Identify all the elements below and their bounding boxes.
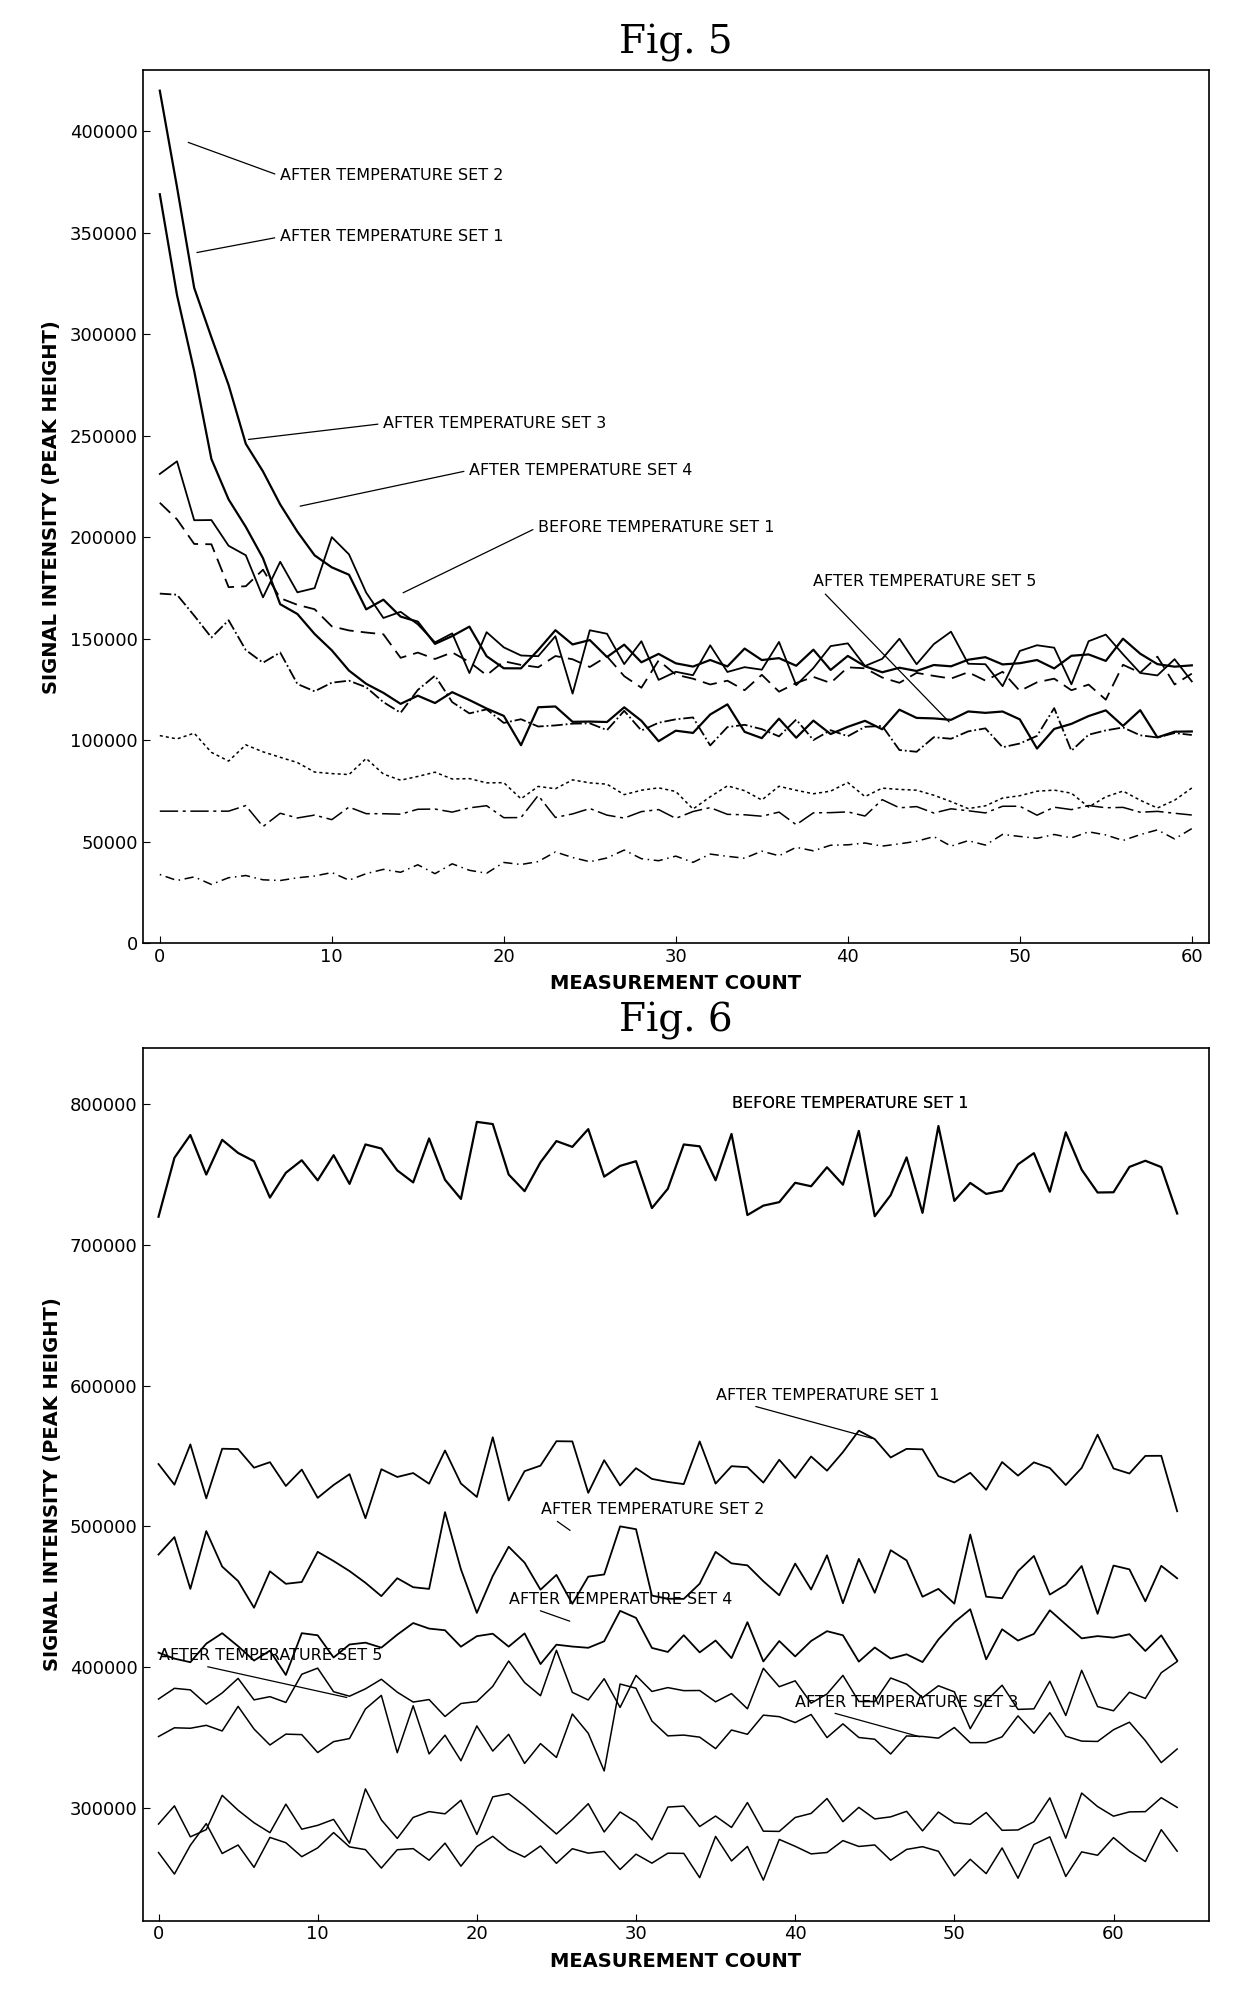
X-axis label: MEASUREMENT COUNT: MEASUREMENT COUNT [551, 973, 801, 993]
Text: AFTER TEMPERATURE SET 3: AFTER TEMPERATURE SET 3 [795, 1695, 1018, 1738]
Text: AFTER TEMPERATURE SET 3: AFTER TEMPERATURE SET 3 [248, 416, 606, 440]
Text: BEFORE TEMPERATURE SET 1: BEFORE TEMPERATURE SET 1 [403, 519, 775, 593]
Text: AFTER TEMPERATURE SET 2: AFTER TEMPERATURE SET 2 [188, 143, 503, 183]
Text: AFTER TEMPERATURE SET 1: AFTER TEMPERATURE SET 1 [715, 1388, 939, 1438]
Title: Fig. 5: Fig. 5 [619, 24, 733, 62]
Text: AFTER TEMPERATURE SET 4: AFTER TEMPERATURE SET 4 [300, 463, 693, 507]
Text: BEFORE TEMPERATURE SET 1: BEFORE TEMPERATURE SET 1 [732, 1096, 968, 1112]
Text: AFTER TEMPERATURE SET 2: AFTER TEMPERATURE SET 2 [541, 1502, 764, 1530]
Text: AFTER TEMPERATURE SET 4: AFTER TEMPERATURE SET 4 [508, 1593, 732, 1621]
Y-axis label: SIGNAL INTENSITY (PEAK HEIGHT): SIGNAL INTENSITY (PEAK HEIGHT) [42, 320, 62, 694]
Y-axis label: SIGNAL INTENSITY (PEAK HEIGHT): SIGNAL INTENSITY (PEAK HEIGHT) [42, 1297, 62, 1671]
Title: Fig. 6: Fig. 6 [619, 1001, 733, 1040]
Text: AFTER TEMPERATURE SET 1: AFTER TEMPERATURE SET 1 [197, 229, 503, 253]
X-axis label: MEASUREMENT COUNT: MEASUREMENT COUNT [551, 1953, 801, 1971]
Text: AFTER TEMPERATURE SET 5: AFTER TEMPERATURE SET 5 [813, 575, 1037, 722]
Text: BEFORE TEMPERATURE SET 1: BEFORE TEMPERATURE SET 1 [732, 1096, 968, 1112]
Text: AFTER TEMPERATURE SET 5: AFTER TEMPERATURE SET 5 [159, 1649, 382, 1697]
